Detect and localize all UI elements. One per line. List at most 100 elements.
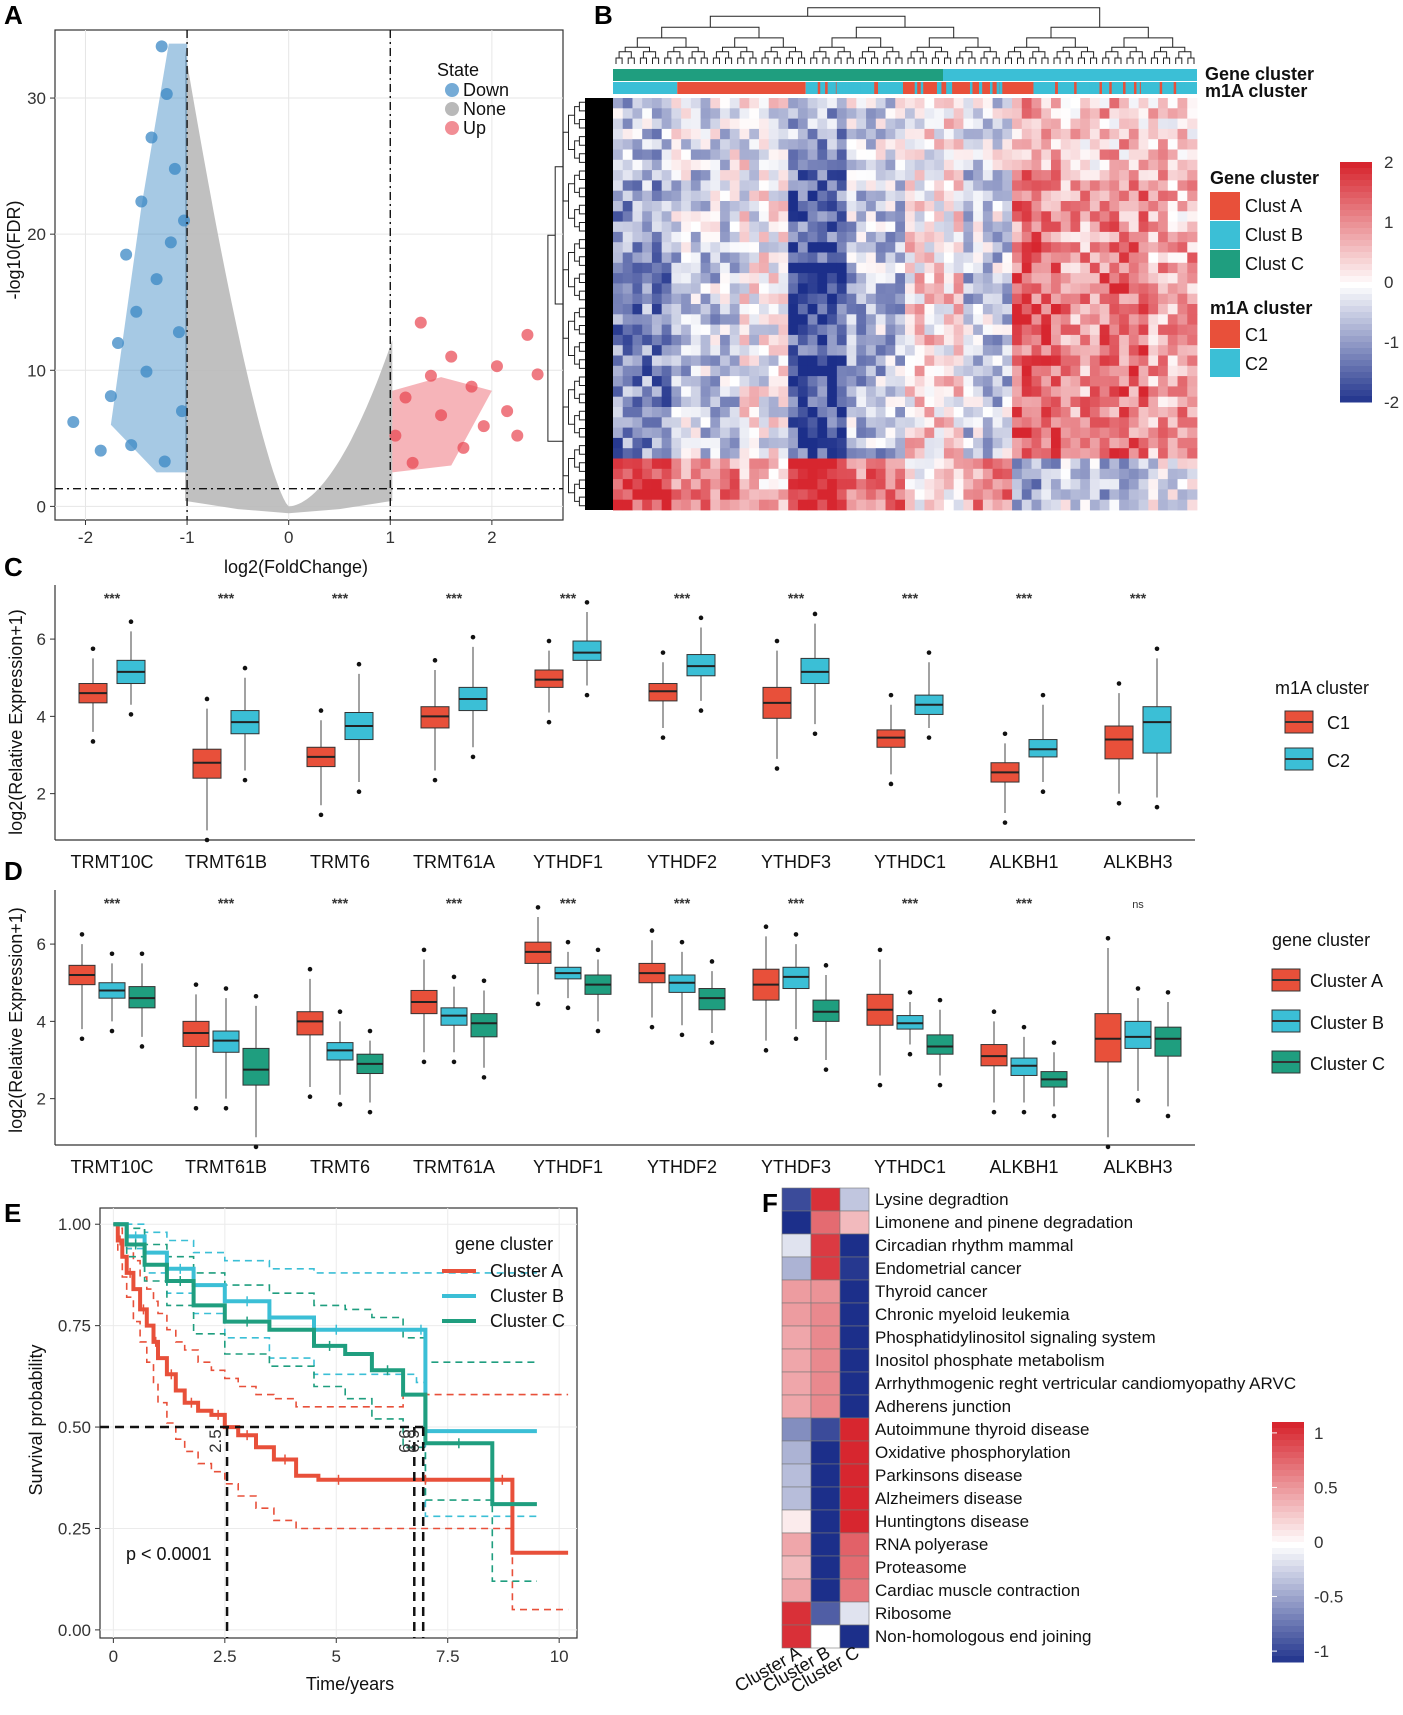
colorbar-segment xyxy=(1272,1476,1304,1483)
dendrogram-branch xyxy=(886,51,900,58)
row-dendrogram-branch xyxy=(574,209,580,228)
pathway-cell xyxy=(781,1302,812,1327)
heatmap-cell xyxy=(875,139,886,150)
dendrogram-branch xyxy=(737,57,745,64)
heatmap-cell xyxy=(953,273,964,284)
heatmap-cell xyxy=(720,283,731,295)
heatmap-cell xyxy=(613,190,624,202)
box-body xyxy=(242,1047,270,1086)
heatmap-cell xyxy=(1070,427,1081,439)
row-dendrogram-branch xyxy=(578,479,585,489)
heatmap-cell xyxy=(943,355,955,367)
heatmap-cell xyxy=(700,231,711,243)
heatmap-cell xyxy=(749,108,760,119)
heatmap-cell xyxy=(1060,139,1071,150)
heatmap-cell xyxy=(1060,386,1071,398)
heatmap-cell xyxy=(895,252,906,264)
heatmap-cell xyxy=(739,98,750,109)
heatmap-cell xyxy=(934,221,945,233)
heatmap-cell xyxy=(613,98,624,109)
heatmap-cell xyxy=(632,98,643,109)
dendrogram-branch xyxy=(1014,46,1040,52)
heatmap-cell xyxy=(690,211,701,222)
heatmap-cell xyxy=(710,242,721,253)
heatmap-cell xyxy=(1089,128,1101,140)
heatmap-cell xyxy=(1138,252,1149,264)
heatmap-cell xyxy=(1119,180,1130,192)
boxplot-m1a-cluster: 246TRMT10C***TRMT61B***TRMT6***TRMT61A**… xyxy=(6,585,1369,872)
panel-letter-e: E xyxy=(4,1198,21,1228)
dendrogram-branch xyxy=(868,46,894,52)
box-outlier xyxy=(1165,990,1171,995)
heatmap-cell xyxy=(1138,128,1149,140)
heatmap-cell xyxy=(1070,221,1081,233)
heatmap-cell xyxy=(749,324,760,336)
pathway-cell xyxy=(781,1532,812,1557)
heatmap-cell xyxy=(1051,201,1062,212)
heatmap-cell xyxy=(632,149,643,161)
heatmap-cell xyxy=(992,242,1003,253)
heatmap-cell xyxy=(613,273,624,284)
heatmap-cell xyxy=(1089,489,1101,501)
colorbar-segment xyxy=(1340,390,1372,397)
heatmap-cell xyxy=(700,417,711,428)
heatmap-cell xyxy=(681,159,692,171)
heatmap-cell xyxy=(1080,159,1091,171)
heatmap-cell xyxy=(895,324,906,336)
median-label: 2.5 xyxy=(206,1429,225,1453)
heatmap-cell xyxy=(1080,499,1091,511)
heatmap-cell xyxy=(778,128,789,140)
heatmap-cell xyxy=(1128,139,1139,150)
heatmap-cell xyxy=(622,128,633,140)
heatmap-cell xyxy=(1060,479,1071,490)
heatmap-cell xyxy=(1148,118,1159,130)
heatmap-cell xyxy=(759,479,770,490)
heatmap-cell xyxy=(1041,211,1052,222)
legend-label-clust-a: Clust A xyxy=(1245,196,1302,216)
heatmap-cell xyxy=(1012,201,1023,212)
heatmap-cell xyxy=(953,386,964,398)
heatmap-cell xyxy=(651,365,663,377)
heatmap-cell xyxy=(856,262,867,274)
heatmap-cell xyxy=(1021,221,1032,233)
heatmap-cell xyxy=(632,417,643,428)
heatmap-cell xyxy=(1041,468,1052,480)
heatmap-cell xyxy=(613,159,624,171)
heatmap-cell xyxy=(817,293,828,305)
heatmap-cell xyxy=(1012,159,1023,171)
heatmap-cell xyxy=(934,304,945,315)
legend-label-none: None xyxy=(463,99,506,119)
heatmap-cell xyxy=(1138,355,1149,367)
heatmap-cell xyxy=(690,283,701,295)
m1a-cluster-legend-title: m1A cluster xyxy=(1210,298,1312,318)
heatmap-cell xyxy=(807,293,818,305)
heatmap-cell xyxy=(1051,489,1062,501)
heatmap-cell xyxy=(768,396,779,408)
heatmap-cell xyxy=(973,190,984,202)
heatmap-cell xyxy=(1031,437,1042,449)
heatmap-cell xyxy=(749,149,760,161)
heatmap-cell xyxy=(1080,304,1091,315)
dendrogram-branch xyxy=(664,57,672,64)
pathway-cell xyxy=(781,1417,812,1442)
heatmap-cell xyxy=(973,499,984,511)
heatmap-cell xyxy=(817,108,828,119)
heatmap-cell xyxy=(797,334,809,346)
m1a-cluster-stripe xyxy=(899,82,903,94)
pathway-cell xyxy=(810,1256,841,1281)
dendrogram-branch xyxy=(1153,51,1168,58)
heatmap-cell xyxy=(1041,376,1052,387)
heatmap-cell xyxy=(710,128,721,140)
heatmap-cell xyxy=(729,159,740,171)
heatmap-cell xyxy=(768,128,779,140)
heatmap-cell xyxy=(1031,273,1042,284)
heatmap-cell xyxy=(690,118,701,130)
heatmap-cell xyxy=(846,180,857,192)
heatmap-cell xyxy=(768,468,779,480)
heatmap-cell xyxy=(924,437,935,449)
heatmap-cell xyxy=(710,180,721,192)
heatmap-cell xyxy=(827,118,838,130)
heatmap-cell xyxy=(1089,499,1101,511)
heatmap-cell xyxy=(1128,396,1139,408)
row-dendrogram-branch xyxy=(568,320,575,356)
